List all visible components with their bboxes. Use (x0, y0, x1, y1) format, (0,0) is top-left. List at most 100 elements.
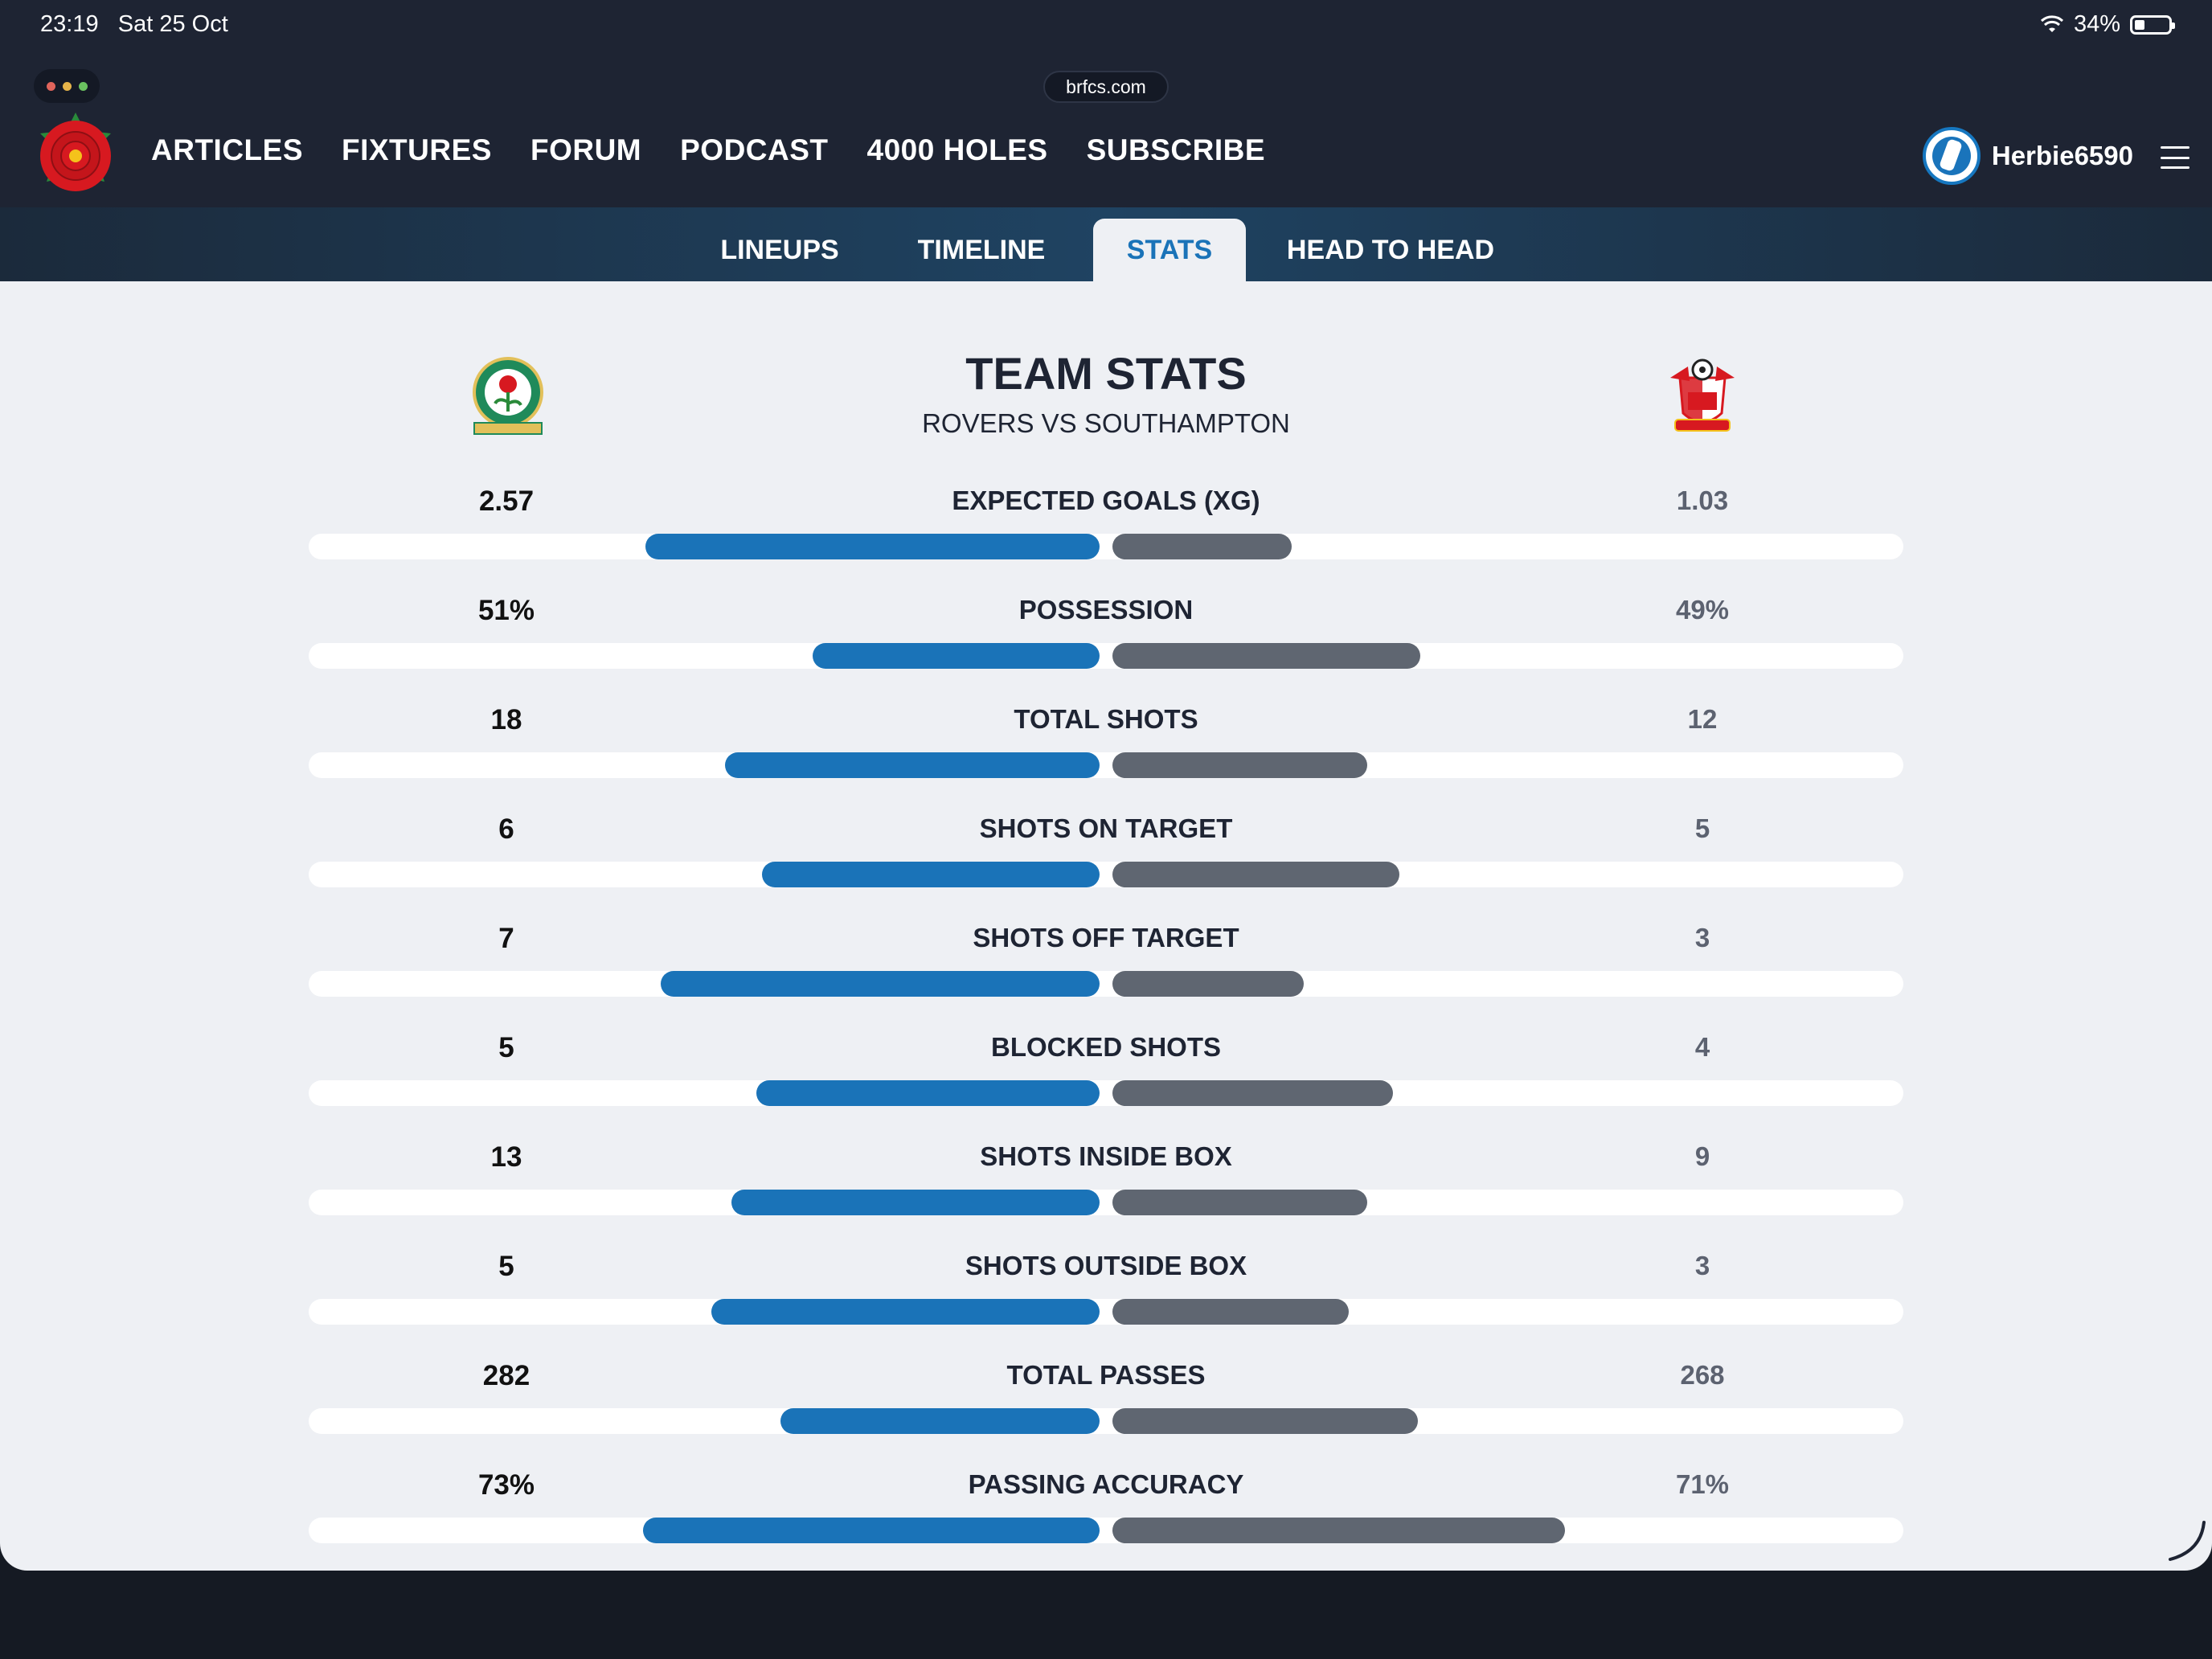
stat-bar-track (309, 1190, 1903, 1215)
nav-fixtures[interactable]: FIXTURES (342, 133, 492, 166)
nav-subscribe[interactable]: SUBSCRIBE (1086, 133, 1266, 166)
stat-bar-track (309, 1518, 1903, 1543)
status-indicators: 34% (2040, 11, 2175, 38)
blackburn-crest-icon (473, 357, 543, 435)
nav-forum[interactable]: FORUM (530, 133, 642, 166)
clock: 23:19 (40, 11, 99, 37)
tab-stats[interactable]: STATS (1093, 219, 1246, 281)
stat-row: 5 BLOCKED SHOTS 4 (0, 1032, 2212, 1129)
site-logo-rose-icon[interactable] (32, 111, 119, 198)
top-header: 23:19 Sat 25 Oct 34% brfcs.com AR (0, 0, 2212, 207)
stat-row: 5 SHOTS OUTSIDE BOX 3 (0, 1251, 2212, 1347)
main-nav: ARTICLES FIXTURES FORUM PODCAST 4000 HOL… (151, 133, 1265, 167)
stats-title: TEAM STATS (965, 348, 1247, 399)
stat-home-value: 7 (498, 923, 514, 954)
away-bar (1112, 1408, 1418, 1434)
stat-label: BLOCKED SHOTS (990, 1032, 1221, 1062)
stat-bar-track (309, 1080, 1903, 1106)
stat-bar-track (309, 534, 1903, 559)
tab-head-to-head[interactable]: HEAD TO HEAD (1286, 234, 1495, 265)
stat-bar-track (309, 752, 1903, 778)
stat-away-value: 3 (1694, 923, 1710, 952)
stat-label: SHOTS OFF TARGET (973, 923, 1239, 952)
home-bar (780, 1408, 1100, 1434)
stat-home-value: 51% (477, 595, 535, 626)
stat-row: 13 SHOTS INSIDE BOX 9 (0, 1141, 2212, 1238)
battery-icon (2130, 14, 2175, 35)
stat-home-value: 5 (498, 1251, 514, 1282)
close-dot[interactable] (46, 81, 55, 91)
away-bar (1112, 1299, 1349, 1325)
wifi-icon (2040, 14, 2063, 32)
nav-articles[interactable]: ARTICLES (151, 133, 303, 166)
stats-subtitle: ROVERS VS SOUTHAMPTON (922, 408, 1290, 438)
nav-podcast[interactable]: PODCAST (680, 133, 829, 166)
status-time: 23:19 Sat 25 Oct (40, 11, 228, 38)
stat-away-value: 1.03 (1676, 485, 1729, 515)
stat-away-value: 12 (1687, 704, 1718, 734)
username[interactable]: Herbie6590 (1991, 141, 2133, 170)
stat-bar-track (309, 971, 1903, 997)
stat-label: TOTAL SHOTS (1014, 704, 1198, 734)
url-bar[interactable]: brfcs.com (1043, 71, 1169, 103)
stat-away-value: 4 (1694, 1032, 1710, 1062)
away-bar (1112, 752, 1367, 778)
minimize-dot[interactable] (62, 81, 72, 91)
stat-bar-track (309, 1408, 1903, 1434)
away-bar (1112, 862, 1399, 887)
stat-row: 51% POSSESSION 49% (0, 595, 2212, 691)
maximize-dot[interactable] (78, 81, 88, 91)
home-bar (711, 1299, 1100, 1325)
stat-label: SHOTS INSIDE BOX (980, 1141, 1232, 1171)
away-bar (1112, 1190, 1367, 1215)
away-bar (1112, 971, 1304, 997)
tab-timeline[interactable]: TIMELINE (917, 234, 1046, 265)
stat-bar-track (309, 862, 1903, 887)
stat-row: 6 SHOTS ON TARGET 5 (0, 813, 2212, 910)
away-bar (1112, 1518, 1565, 1543)
stat-label: TOTAL PASSES (1006, 1360, 1206, 1390)
stat-away-value: 5 (1694, 813, 1710, 843)
stat-label: SHOTS ON TARGET (979, 813, 1233, 843)
stat-label: PASSING ACCURACY (968, 1469, 1244, 1499)
stat-home-value: 2.57 (478, 485, 535, 517)
stat-label: SHOTS OUTSIDE BOX (965, 1251, 1247, 1280)
stat-home-value: 13 (490, 1141, 522, 1173)
battery-percent: 34% (2073, 11, 2120, 37)
away-bar (1112, 1080, 1393, 1106)
stat-label: POSSESSION (1018, 595, 1194, 625)
away-bar (1112, 643, 1420, 669)
resize-corner-icon[interactable] (2159, 1519, 2207, 1563)
avatar[interactable] (1922, 127, 1981, 185)
stat-bar-track (309, 643, 1903, 669)
stat-row: 18 TOTAL SHOTS 12 (0, 704, 2212, 801)
home-bar (813, 643, 1100, 669)
home-bar (643, 1518, 1100, 1543)
stats-panel: TEAM STATS ROVERS VS SOUTHAMPTON 2.57 EXP… (0, 281, 2212, 1571)
home-bar (645, 534, 1100, 559)
stat-home-value: 18 (490, 704, 522, 735)
stat-home-value: 6 (498, 813, 514, 845)
stat-away-value: 3 (1694, 1251, 1710, 1280)
tab-lineups[interactable]: LINEUPS (720, 234, 839, 265)
stat-row: 73% PASSING ACCURACY 71% (0, 1469, 2212, 1566)
user-menu[interactable]: Herbie6590 (1922, 127, 2133, 185)
hamburger-menu-icon[interactable] (2161, 146, 2189, 169)
stat-home-value: 282 (482, 1360, 530, 1391)
stat-away-value: 49% (1675, 595, 1730, 625)
stat-label: EXPECTED GOALS (XG) (952, 485, 1260, 515)
window-controls[interactable] (34, 69, 100, 103)
home-bar (661, 971, 1100, 997)
date: Sat 25 Oct (117, 11, 228, 37)
home-bar (756, 1080, 1100, 1106)
stat-away-value: 268 (1680, 1360, 1725, 1390)
stat-home-value: 5 (498, 1032, 514, 1063)
url-text: brfcs.com (1066, 76, 1146, 97)
away-bar (1112, 534, 1292, 559)
stat-bar-track (309, 1299, 1903, 1325)
home-bar (725, 752, 1100, 778)
stat-away-value: 71% (1675, 1469, 1730, 1499)
stat-row: 7 SHOTS OFF TARGET 3 (0, 923, 2212, 1019)
match-tabs: LINEUPS TIMELINE STATS HEAD TO HEAD (0, 207, 2212, 281)
nav-4000-holes[interactable]: 4000 HOLES (866, 133, 1048, 166)
